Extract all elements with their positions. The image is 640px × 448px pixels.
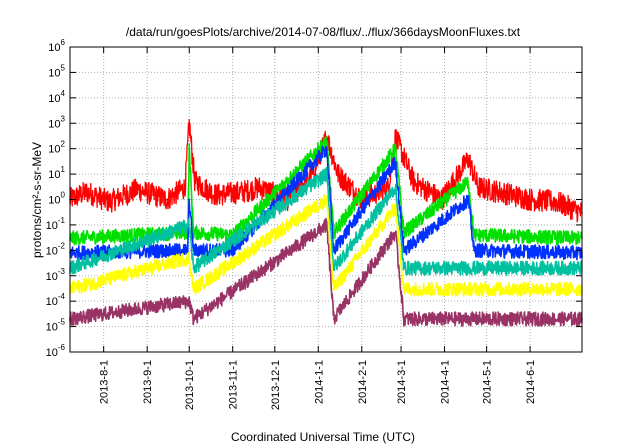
x-tick-label: 2014-2-1 — [357, 360, 369, 404]
y-tick-label: 103 — [48, 114, 65, 130]
data-point — [332, 288, 335, 290]
data-point — [394, 161, 397, 163]
y-tick-label: 10-1 — [46, 216, 66, 232]
data-point — [467, 157, 470, 160]
data-point — [402, 267, 405, 269]
y-tick-label: 10-3 — [46, 267, 66, 283]
y-tick-label: 102 — [48, 140, 65, 156]
data-point — [186, 249, 189, 252]
x-tick-label: 2014-1-1 — [313, 360, 325, 404]
data-point — [337, 173, 339, 175]
data-point — [192, 231, 195, 234]
data-point — [192, 267, 195, 269]
data-point — [394, 231, 397, 234]
y-axis-label: protons/cm²-s-sr-MeV — [30, 142, 44, 258]
x-tick-label: 2013-12-1 — [270, 360, 282, 410]
data-point — [412, 180, 415, 183]
series-line — [69, 217, 583, 327]
y-tick-label: 106 — [48, 38, 65, 54]
data-point — [402, 288, 405, 290]
data-point — [555, 201, 558, 203]
data-point — [311, 173, 314, 175]
y-tick-label: 10-4 — [46, 292, 66, 308]
series-5 — [69, 217, 583, 327]
data-point — [192, 288, 195, 290]
data-point — [188, 147, 191, 150]
series-group — [69, 118, 583, 327]
series-4 — [69, 194, 583, 297]
data-point — [188, 257, 191, 259]
series-line — [69, 145, 583, 261]
data-point — [394, 147, 397, 150]
data-point — [214, 194, 217, 196]
data-point — [498, 190, 501, 193]
y-axis: 10-6 10-5 10-4 10-3 10-2 10-1 100 101 102 103 104 1… — [46, 38, 582, 359]
data-point — [325, 198, 328, 201]
data-point — [473, 249, 475, 252]
data-point — [136, 188, 139, 191]
x-tick-label: 2013-9-1 — [142, 360, 154, 404]
data-point — [325, 224, 328, 226]
data-point — [402, 231, 405, 234]
y-tick-label: 100 — [48, 191, 65, 207]
y-tick-label: 104 — [48, 89, 65, 105]
data-point — [258, 186, 261, 189]
y-tick-label: 101 — [48, 165, 65, 181]
x-tick-label: 2013-11-1 — [228, 360, 240, 409]
series-line — [69, 194, 583, 297]
data-point — [332, 249, 335, 252]
data-point — [325, 173, 328, 175]
data-point — [332, 318, 335, 320]
x-tick-label: 2014-6-1 — [525, 360, 537, 404]
chart-title: /data/run/goesPlots/archive/2014-07-08/f… — [126, 25, 521, 39]
data-point — [108, 201, 111, 203]
data-point — [332, 267, 335, 269]
data-point — [241, 190, 244, 193]
data-point — [188, 224, 191, 226]
data-point — [473, 234, 475, 236]
data-point — [192, 249, 195, 252]
data-point — [188, 198, 191, 201]
x-tick-label: 2014-3-1 — [396, 360, 408, 404]
x-axis-label: Coordinated Universal Time (UTC) — [231, 430, 415, 444]
y-tick-label: 10-5 — [46, 318, 66, 334]
y-tick-label: 105 — [48, 63, 65, 79]
x-tick-label: 2014-5-1 — [482, 360, 494, 404]
data-point — [402, 318, 405, 320]
x-tick-label: 2013-10-1 — [184, 360, 196, 410]
data-point — [231, 249, 234, 252]
data-point — [529, 198, 531, 201]
x-tick-label: 2013-8-1 — [99, 360, 111, 404]
data-point — [402, 249, 405, 252]
data-point — [467, 198, 470, 201]
data-point — [325, 147, 328, 150]
series-line — [69, 167, 583, 276]
data-point — [387, 186, 390, 189]
data-point — [188, 300, 191, 303]
data-point — [85, 190, 88, 193]
data-point — [193, 180, 196, 183]
x-axis: 2013-8-1 2013-9-1 2013-10-1 2013-11-1 2013-1… — [99, 47, 537, 410]
data-point — [394, 206, 397, 209]
data-point — [165, 198, 168, 201]
data-point — [467, 180, 470, 183]
data-point — [192, 318, 195, 320]
y-tick-label: 10-6 — [46, 343, 66, 359]
x-tick-label: 2014-4-1 — [440, 360, 452, 404]
data-point — [184, 186, 186, 189]
data-point — [394, 135, 397, 138]
data-point — [394, 186, 397, 189]
y-tick-label: 10-2 — [46, 241, 66, 257]
data-point — [325, 140, 328, 142]
data-point — [477, 186, 480, 189]
data-point — [188, 122, 191, 125]
